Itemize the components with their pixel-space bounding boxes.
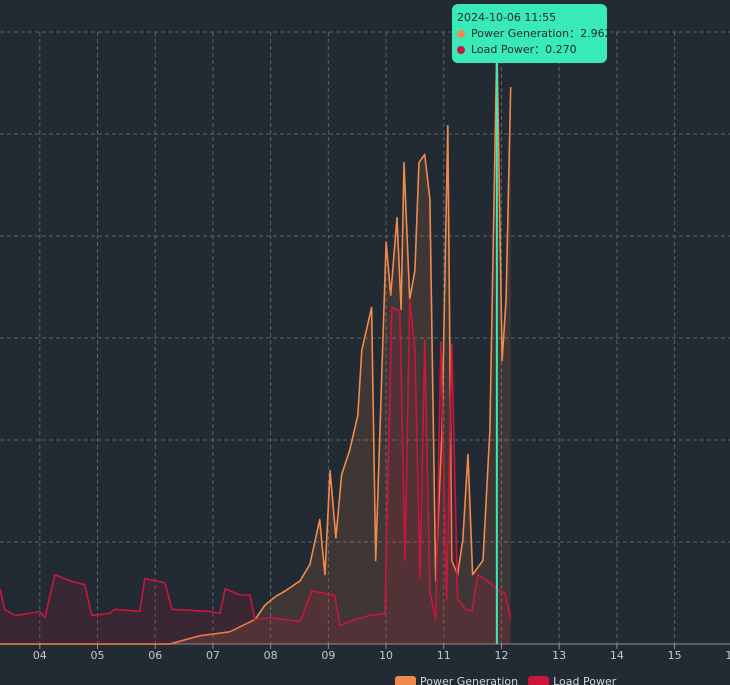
x-tick-label: 16 [725, 649, 730, 662]
x-tick-label: 07 [206, 649, 220, 662]
legend-label: Load Power [553, 675, 617, 685]
x-tick-label: 15 [668, 649, 682, 662]
x-tick-label: 04 [33, 649, 47, 662]
x-tick-label: 05 [91, 649, 105, 662]
tooltip-dot [457, 46, 465, 54]
legend-swatch [528, 676, 550, 685]
x-tick-label: 12 [494, 649, 508, 662]
series-line [0, 298, 512, 627]
legend-label: Power Generation [420, 675, 518, 685]
tooltip-title: 2024-10-06 11:55 [457, 11, 556, 24]
legend-swatch [395, 676, 416, 685]
tooltip: 2024-10-06 11:55 Power Generation：2.962 Lo… [452, 4, 612, 63]
tooltip-box [452, 4, 607, 63]
x-tick-label: 09 [321, 649, 335, 662]
x-tick-label: 08 [264, 649, 278, 662]
tooltip-row: Power Generation：2.962 [471, 27, 612, 40]
x-tick-label: 14 [610, 649, 624, 662]
x-tick-label: 11 [437, 649, 451, 662]
x-tick-label: 06 [148, 649, 162, 662]
series-area [0, 299, 511, 644]
x-tick-label: 13 [552, 649, 566, 662]
series-line [0, 39, 512, 645]
tooltip-row: Load Power：0.270 [471, 43, 577, 56]
series-area [0, 39, 511, 645]
tooltip-dot [457, 30, 465, 38]
x-tick-label: 10 [379, 649, 393, 662]
